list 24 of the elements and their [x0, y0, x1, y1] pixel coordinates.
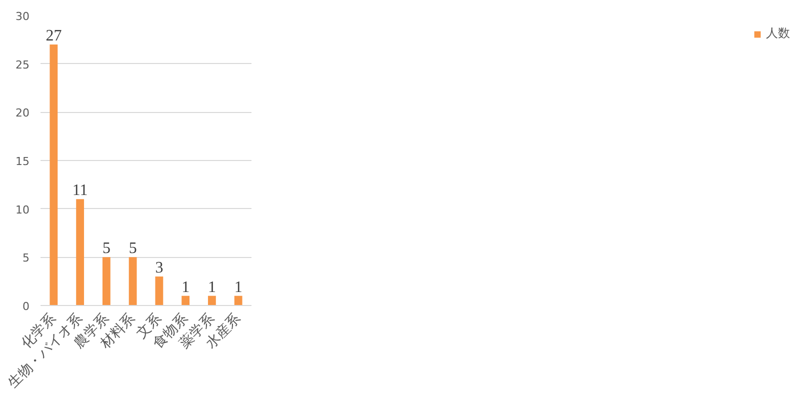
y-tick-label: 30 — [16, 10, 30, 23]
bar — [76, 199, 84, 306]
bar — [128, 257, 137, 306]
y-tick-label: 5 — [22, 252, 30, 265]
data-label: 1 — [234, 278, 242, 296]
data-label: 27 — [46, 28, 62, 44]
bar — [155, 276, 164, 306]
data-label: 1 — [208, 278, 216, 296]
bar — [50, 44, 58, 306]
data-label: 5 — [128, 240, 137, 258]
bar — [102, 257, 110, 306]
bar — [182, 296, 190, 306]
data-label: 3 — [155, 260, 164, 276]
y-tick-label: 20 — [16, 106, 30, 120]
data-label: 1 — [182, 278, 190, 296]
bar — [208, 296, 216, 306]
legend-label: 人数 — [766, 25, 790, 42]
data-label: 11 — [72, 182, 88, 200]
y-tick-label: 10 — [16, 203, 30, 216]
y-tick-label: 15 — [16, 155, 30, 168]
y-tick-label: 25 — [16, 58, 30, 72]
bar — [234, 296, 242, 306]
y-tick-label: 0 — [22, 300, 30, 313]
data-label: 5 — [102, 240, 110, 258]
